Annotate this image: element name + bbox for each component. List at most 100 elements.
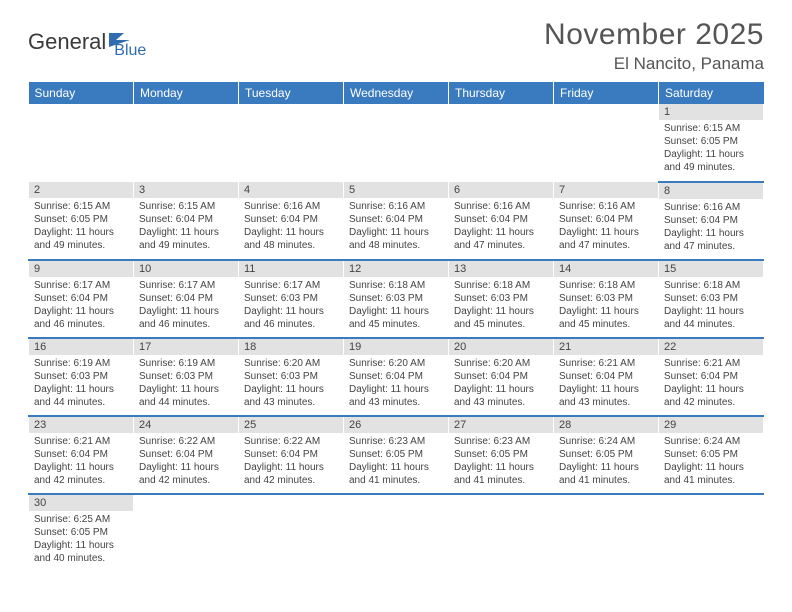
sunset-line: Sunset: 6:05 PM xyxy=(34,526,128,539)
day-number: 15 xyxy=(659,261,763,277)
day-details: Sunrise: 6:23 AMSunset: 6:05 PMDaylight:… xyxy=(344,433,448,490)
day-number: 5 xyxy=(344,182,448,198)
day-number: 24 xyxy=(134,417,238,433)
day-details: Sunrise: 6:15 AMSunset: 6:04 PMDaylight:… xyxy=(134,198,238,255)
day-details: Sunrise: 6:18 AMSunset: 6:03 PMDaylight:… xyxy=(344,277,448,334)
sunrise-line: Sunrise: 6:17 AM xyxy=(34,279,128,292)
day-number: 28 xyxy=(554,417,658,433)
sunrise-line: Sunrise: 6:16 AM xyxy=(664,201,758,214)
day-details: Sunrise: 6:24 AMSunset: 6:05 PMDaylight:… xyxy=(554,433,658,490)
calendar-cell: 29Sunrise: 6:24 AMSunset: 6:05 PMDayligh… xyxy=(659,416,764,494)
daylight-line: Daylight: 11 hours and 49 minutes. xyxy=(34,226,128,252)
day-details: Sunrise: 6:20 AMSunset: 6:03 PMDaylight:… xyxy=(239,355,343,412)
day-number: 11 xyxy=(239,261,343,277)
day-details: Sunrise: 6:23 AMSunset: 6:05 PMDaylight:… xyxy=(449,433,553,490)
sunrise-line: Sunrise: 6:16 AM xyxy=(454,200,548,213)
day-number: 12 xyxy=(344,261,448,277)
calendar-cell xyxy=(134,104,239,182)
sunset-line: Sunset: 6:05 PM xyxy=(349,448,443,461)
day-number: 6 xyxy=(449,182,553,198)
day-number: 10 xyxy=(134,261,238,277)
day-number: 2 xyxy=(29,182,133,198)
calendar-cell: 13Sunrise: 6:18 AMSunset: 6:03 PMDayligh… xyxy=(449,260,554,338)
day-details: Sunrise: 6:17 AMSunset: 6:04 PMDaylight:… xyxy=(29,277,133,334)
daylight-line: Daylight: 11 hours and 41 minutes. xyxy=(454,461,548,487)
sunrise-line: Sunrise: 6:22 AM xyxy=(139,435,233,448)
sunrise-line: Sunrise: 6:19 AM xyxy=(34,357,128,370)
day-number: 1 xyxy=(659,104,763,120)
sunrise-line: Sunrise: 6:21 AM xyxy=(664,357,758,370)
calendar-row: 16Sunrise: 6:19 AMSunset: 6:03 PMDayligh… xyxy=(29,338,764,416)
calendar-cell: 27Sunrise: 6:23 AMSunset: 6:05 PMDayligh… xyxy=(449,416,554,494)
day-details: Sunrise: 6:17 AMSunset: 6:04 PMDaylight:… xyxy=(134,277,238,334)
calendar-cell: 9Sunrise: 6:17 AMSunset: 6:04 PMDaylight… xyxy=(29,260,134,338)
daylight-line: Daylight: 11 hours and 46 minutes. xyxy=(139,305,233,331)
day-details: Sunrise: 6:24 AMSunset: 6:05 PMDaylight:… xyxy=(659,433,763,490)
sunrise-line: Sunrise: 6:24 AM xyxy=(559,435,653,448)
daylight-line: Daylight: 11 hours and 42 minutes. xyxy=(244,461,338,487)
month-title: November 2025 xyxy=(544,18,764,52)
calendar-cell xyxy=(239,104,344,182)
calendar-cell: 10Sunrise: 6:17 AMSunset: 6:04 PMDayligh… xyxy=(134,260,239,338)
calendar-cell xyxy=(134,494,239,572)
calendar-row: 9Sunrise: 6:17 AMSunset: 6:04 PMDaylight… xyxy=(29,260,764,338)
daylight-line: Daylight: 11 hours and 44 minutes. xyxy=(34,383,128,409)
daylight-line: Daylight: 11 hours and 45 minutes. xyxy=(559,305,653,331)
daylight-line: Daylight: 11 hours and 41 minutes. xyxy=(559,461,653,487)
sunrise-line: Sunrise: 6:19 AM xyxy=(139,357,233,370)
calendar-cell: 23Sunrise: 6:21 AMSunset: 6:04 PMDayligh… xyxy=(29,416,134,494)
sunset-line: Sunset: 6:05 PM xyxy=(664,135,758,148)
daylight-line: Daylight: 11 hours and 42 minutes. xyxy=(139,461,233,487)
calendar-table: SundayMondayTuesdayWednesdayThursdayFrid… xyxy=(28,82,764,572)
day-details: Sunrise: 6:18 AMSunset: 6:03 PMDaylight:… xyxy=(554,277,658,334)
calendar-cell: 3Sunrise: 6:15 AMSunset: 6:04 PMDaylight… xyxy=(134,182,239,260)
sunset-line: Sunset: 6:05 PM xyxy=(664,448,758,461)
sunrise-line: Sunrise: 6:21 AM xyxy=(559,357,653,370)
calendar-cell xyxy=(449,104,554,182)
daylight-line: Daylight: 11 hours and 47 minutes. xyxy=(664,227,758,253)
day-details: Sunrise: 6:16 AMSunset: 6:04 PMDaylight:… xyxy=(449,198,553,255)
calendar-row: 23Sunrise: 6:21 AMSunset: 6:04 PMDayligh… xyxy=(29,416,764,494)
calendar-cell: 14Sunrise: 6:18 AMSunset: 6:03 PMDayligh… xyxy=(554,260,659,338)
calendar-cell xyxy=(344,494,449,572)
sunset-line: Sunset: 6:04 PM xyxy=(349,370,443,383)
sunset-line: Sunset: 6:04 PM xyxy=(139,292,233,305)
sunset-line: Sunset: 6:04 PM xyxy=(34,448,128,461)
calendar-cell: 21Sunrise: 6:21 AMSunset: 6:04 PMDayligh… xyxy=(554,338,659,416)
sunset-line: Sunset: 6:03 PM xyxy=(559,292,653,305)
day-details: Sunrise: 6:16 AMSunset: 6:04 PMDaylight:… xyxy=(554,198,658,255)
logo: General Blue xyxy=(28,24,146,60)
logo-text-general: General xyxy=(28,29,106,55)
day-details: Sunrise: 6:21 AMSunset: 6:04 PMDaylight:… xyxy=(29,433,133,490)
calendar-cell xyxy=(29,104,134,182)
sunrise-line: Sunrise: 6:16 AM xyxy=(349,200,443,213)
location: El Nancito, Panama xyxy=(544,54,764,74)
logo-text-blue: Blue xyxy=(114,42,146,60)
daylight-line: Daylight: 11 hours and 45 minutes. xyxy=(349,305,443,331)
sunset-line: Sunset: 6:04 PM xyxy=(559,370,653,383)
daylight-line: Daylight: 11 hours and 46 minutes. xyxy=(34,305,128,331)
sunset-line: Sunset: 6:04 PM xyxy=(244,448,338,461)
day-number: 29 xyxy=(659,417,763,433)
calendar-cell: 1Sunrise: 6:15 AMSunset: 6:05 PMDaylight… xyxy=(659,104,764,182)
calendar-cell xyxy=(659,494,764,572)
daylight-line: Daylight: 11 hours and 41 minutes. xyxy=(664,461,758,487)
daylight-line: Daylight: 11 hours and 48 minutes. xyxy=(349,226,443,252)
day-number: 21 xyxy=(554,339,658,355)
calendar-cell: 18Sunrise: 6:20 AMSunset: 6:03 PMDayligh… xyxy=(239,338,344,416)
calendar-cell: 26Sunrise: 6:23 AMSunset: 6:05 PMDayligh… xyxy=(344,416,449,494)
calendar-cell xyxy=(449,494,554,572)
calendar-cell: 17Sunrise: 6:19 AMSunset: 6:03 PMDayligh… xyxy=(134,338,239,416)
sunrise-line: Sunrise: 6:15 AM xyxy=(664,122,758,135)
sunrise-line: Sunrise: 6:21 AM xyxy=(34,435,128,448)
weekday-header: Thursday xyxy=(449,82,554,104)
calendar-cell xyxy=(554,104,659,182)
daylight-line: Daylight: 11 hours and 44 minutes. xyxy=(139,383,233,409)
calendar-cell: 24Sunrise: 6:22 AMSunset: 6:04 PMDayligh… xyxy=(134,416,239,494)
weekday-header: Monday xyxy=(134,82,239,104)
calendar-cell xyxy=(239,494,344,572)
calendar-row: 30Sunrise: 6:25 AMSunset: 6:05 PMDayligh… xyxy=(29,494,764,572)
daylight-line: Daylight: 11 hours and 41 minutes. xyxy=(349,461,443,487)
weekday-header: Friday xyxy=(554,82,659,104)
sunrise-line: Sunrise: 6:23 AM xyxy=(454,435,548,448)
